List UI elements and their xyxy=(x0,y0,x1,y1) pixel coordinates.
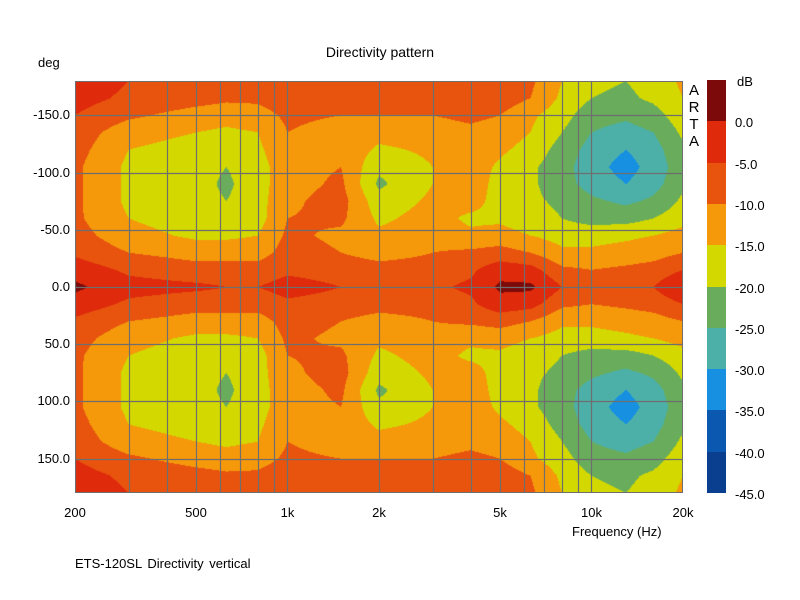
y-tick-label: 50.0 xyxy=(44,336,70,352)
colorbar-band xyxy=(707,121,726,164)
colorbar-unit: dB xyxy=(737,74,753,89)
colorbar-label: 0.0 xyxy=(735,115,754,131)
grid-lines xyxy=(75,81,683,493)
y-axis-label: deg xyxy=(38,55,60,70)
x-tick-label: 20k xyxy=(672,505,694,520)
colorbar-label: -25.0 xyxy=(735,321,765,337)
x-tick-label: 10k xyxy=(581,505,602,520)
chart-title: Directivity pattern xyxy=(325,44,435,60)
y-tick-label: -150.0 xyxy=(33,107,70,123)
colorbar-label: -15.0 xyxy=(735,239,765,255)
colorbar-band xyxy=(707,245,726,287)
x-tick-label: 1k xyxy=(280,505,295,520)
colorbar-label: -40.0 xyxy=(735,445,765,461)
colorbar-label: -10.0 xyxy=(735,197,765,213)
y-tick-label: -50.0 xyxy=(40,221,70,237)
colorbar-label: -20.0 xyxy=(735,280,765,296)
colorbar-label: -35.0 xyxy=(735,404,765,420)
x-tick-label: 5k xyxy=(493,505,507,520)
colorbar xyxy=(707,80,726,494)
y-tick-label: 100.0 xyxy=(37,393,70,409)
colorbar-label: -5.0 xyxy=(735,156,758,172)
colorbar-band xyxy=(707,162,726,205)
plot-border xyxy=(75,81,683,493)
colorbar-band xyxy=(707,286,726,329)
colorbar-label: -45.0 xyxy=(735,487,765,502)
footer-caption: ETS-120SL Directivity vertical xyxy=(75,556,251,571)
colorbar-label: -30.0 xyxy=(735,363,765,379)
y-tick-label: 0.0 xyxy=(51,279,70,294)
colorbar-band xyxy=(707,203,726,246)
x-tick-label: 200 xyxy=(64,505,86,520)
y-tick-label: -100.0 xyxy=(33,164,70,180)
colorbar-band xyxy=(707,451,726,494)
x-axis-label: Frequency (Hz) xyxy=(572,524,662,539)
y-tick-label: 150.0 xyxy=(37,450,70,466)
colorbar-band xyxy=(707,80,726,122)
colorbar-band xyxy=(707,327,726,370)
x-tick-label: 2k xyxy=(372,505,386,520)
plot-area xyxy=(75,81,683,493)
colorbar-band xyxy=(707,369,726,411)
x-tick-label: 500 xyxy=(185,505,207,520)
colorbar-band xyxy=(707,410,726,453)
